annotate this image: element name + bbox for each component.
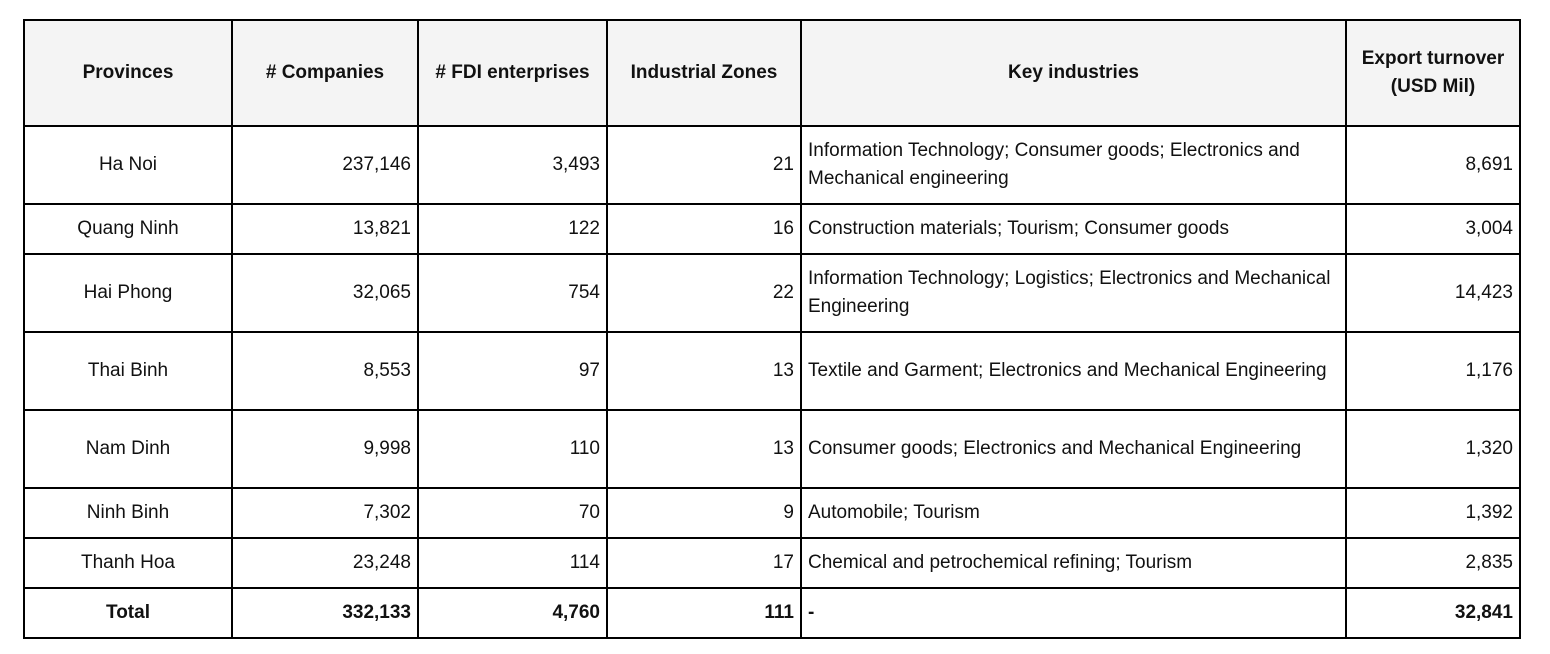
cell-companies: 23,248 <box>231 537 419 589</box>
cell-fdi: 97 <box>417 331 608 411</box>
cell-fdi: 122 <box>417 203 608 255</box>
header-provinces: Provinces <box>23 19 233 127</box>
cell-industries: Consumer goods; Electronics and Mechanic… <box>800 409 1347 489</box>
total-companies: 332,133 <box>231 587 419 639</box>
cell-fdi: 114 <box>417 537 608 589</box>
cell-zones: 22 <box>606 253 802 333</box>
cell-industries: Chemical and petrochemical refining; Tou… <box>800 537 1347 589</box>
cell-export: 1,392 <box>1345 487 1521 539</box>
total-row: Total 332,133 4,760 111 - 32,841 <box>23 587 1521 639</box>
table-row: Ninh Binh 7,302 70 9 Automobile; Tourism… <box>23 487 1521 539</box>
cell-province: Thanh Hoa <box>23 537 233 589</box>
cell-zones: 16 <box>606 203 802 255</box>
table-row: Thai Binh 8,553 97 13 Textile and Garmen… <box>23 331 1521 411</box>
provinces-table: Provinces # Companies # FDI enterprises … <box>23 19 1521 639</box>
cell-province: Quang Ninh <box>23 203 233 255</box>
table-row: Thanh Hoa 23,248 114 17 Chemical and pet… <box>23 537 1521 589</box>
cell-fdi: 3,493 <box>417 125 608 205</box>
table-header: Provinces # Companies # FDI enterprises … <box>23 19 1521 127</box>
cell-industries: Construction materials; Tourism; Consume… <box>800 203 1347 255</box>
header-row: Provinces # Companies # FDI enterprises … <box>23 19 1521 127</box>
cell-zones: 9 <box>606 487 802 539</box>
table-row: Ha Noi 237,146 3,493 21 Information Tech… <box>23 125 1521 205</box>
table-row: Quang Ninh 13,821 122 16 Construction ma… <box>23 203 1521 255</box>
cell-province: Ha Noi <box>23 125 233 205</box>
cell-export: 3,004 <box>1345 203 1521 255</box>
cell-zones: 13 <box>606 409 802 489</box>
cell-industries: Information Technology; Consumer goods; … <box>800 125 1347 205</box>
table-body: Ha Noi 237,146 3,493 21 Information Tech… <box>23 125 1521 639</box>
cell-companies: 32,065 <box>231 253 419 333</box>
cell-companies: 9,998 <box>231 409 419 489</box>
total-industries: - <box>800 587 1347 639</box>
cell-zones: 21 <box>606 125 802 205</box>
cell-industries: Information Technology; Logistics; Elect… <box>800 253 1347 333</box>
cell-zones: 17 <box>606 537 802 589</box>
table-row: Nam Dinh 9,998 110 13 Consumer goods; El… <box>23 409 1521 489</box>
header-companies: # Companies <box>231 19 419 127</box>
total-label: Total <box>23 587 233 639</box>
cell-fdi: 110 <box>417 409 608 489</box>
cell-export: 2,835 <box>1345 537 1521 589</box>
cell-zones: 13 <box>606 331 802 411</box>
header-industrial-zones: Industrial Zones <box>606 19 802 127</box>
cell-industries: Automobile; Tourism <box>800 487 1347 539</box>
cell-companies: 7,302 <box>231 487 419 539</box>
header-export-turnover: Export turnover (USD Mil) <box>1345 19 1521 127</box>
cell-export: 14,423 <box>1345 253 1521 333</box>
cell-companies: 237,146 <box>231 125 419 205</box>
cell-province: Hai Phong <box>23 253 233 333</box>
cell-export: 1,176 <box>1345 331 1521 411</box>
cell-province: Thai Binh <box>23 331 233 411</box>
cell-province: Ninh Binh <box>23 487 233 539</box>
cell-industries: Textile and Garment; Electronics and Mec… <box>800 331 1347 411</box>
cell-province: Nam Dinh <box>23 409 233 489</box>
total-zones: 111 <box>606 587 802 639</box>
cell-companies: 8,553 <box>231 331 419 411</box>
header-key-industries: Key industries <box>800 19 1347 127</box>
cell-export: 1,320 <box>1345 409 1521 489</box>
total-export: 32,841 <box>1345 587 1521 639</box>
cell-fdi: 70 <box>417 487 608 539</box>
cell-export: 8,691 <box>1345 125 1521 205</box>
cell-companies: 13,821 <box>231 203 419 255</box>
header-fdi-enterprises: # FDI enterprises <box>417 19 608 127</box>
cell-fdi: 754 <box>417 253 608 333</box>
total-fdi: 4,760 <box>417 587 608 639</box>
table-row: Hai Phong 32,065 754 22 Information Tech… <box>23 253 1521 333</box>
